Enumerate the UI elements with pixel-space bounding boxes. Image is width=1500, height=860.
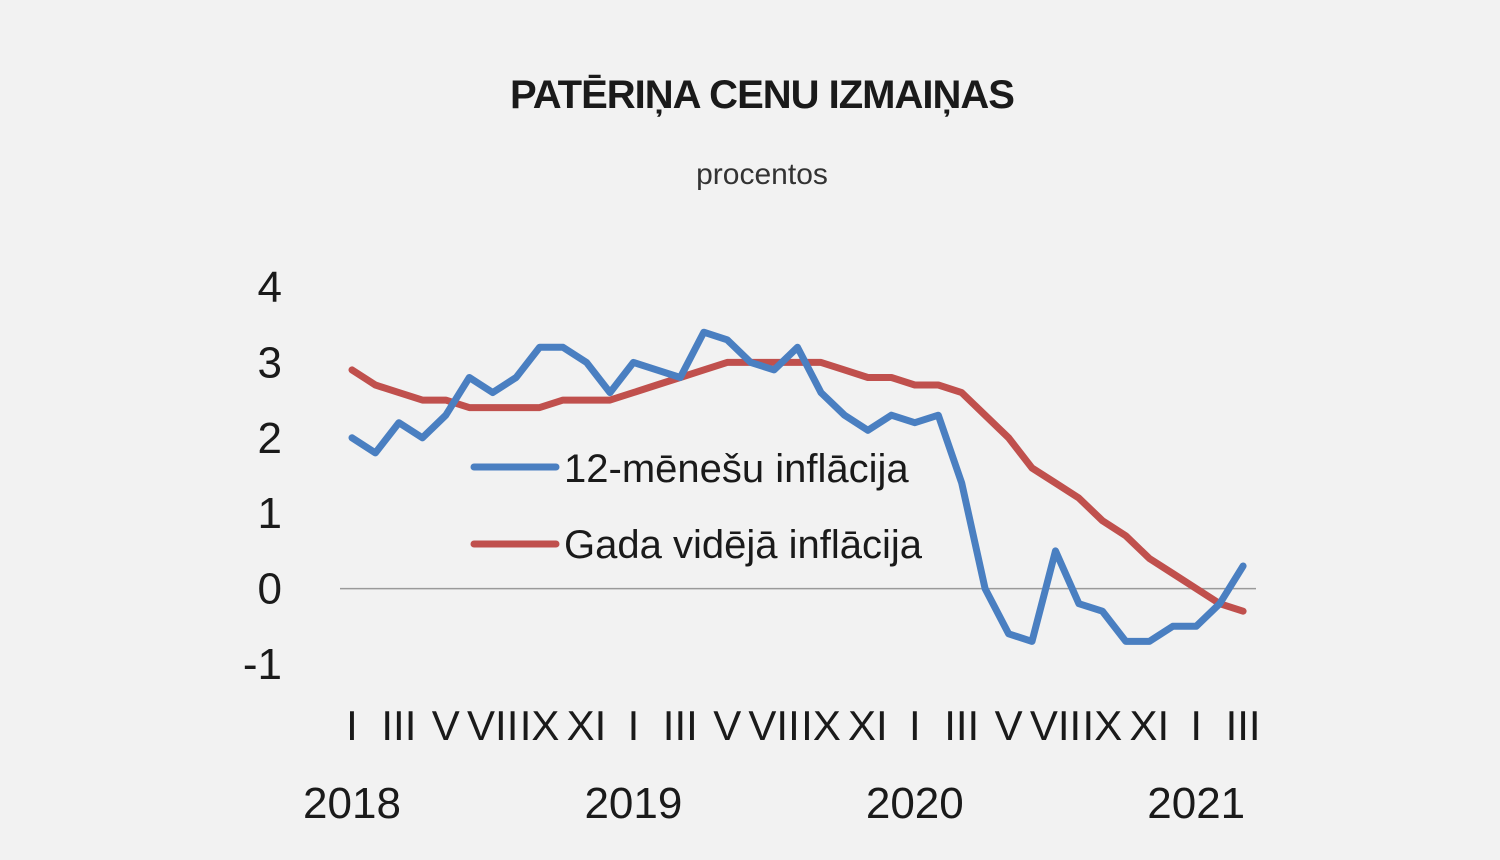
y-tick-label: 1 [258, 489, 282, 538]
chart-title: PATĒRIŅA CENU IZMAIŅAS [510, 73, 1014, 117]
year-labels: 2018 2019 2020 2021 [303, 779, 1245, 828]
y-tick-label: 0 [258, 565, 282, 614]
series-line-12-month [348, 328, 1247, 645]
y-tick-label: 2 [258, 414, 282, 463]
x-tick-label: III [1226, 702, 1261, 749]
year-label: 2021 [1147, 779, 1245, 828]
year-label: 2019 [584, 779, 682, 828]
y-axis: 4 3 2 1 0 -1 [243, 263, 282, 689]
x-tick-label: I [346, 702, 358, 749]
x-tick-label: I [909, 702, 921, 749]
x-tick-label: XI [848, 702, 888, 749]
y-tick-label: 4 [258, 263, 282, 312]
x-tick-label: IX [801, 702, 841, 749]
x-tick-label: IX [520, 702, 560, 749]
x-tick-label: VII [1030, 702, 1081, 749]
x-tick-label: XI [567, 702, 607, 749]
legend: 12-mēnešu inflācija Gada vidējā inflācij… [470, 447, 923, 567]
x-tick-label: V [713, 702, 741, 749]
x-tick-label: III [663, 702, 698, 749]
year-label: 2018 [303, 779, 401, 828]
x-tick-label: V [432, 702, 460, 749]
x-tick-label: I [1190, 702, 1202, 749]
legend-label-annual-average: Gada vidējā inflācija [564, 523, 923, 567]
x-tick-label: V [995, 702, 1023, 749]
y-tick-label: 3 [258, 338, 282, 387]
x-tick-label: III [381, 702, 416, 749]
x-tick-label: VII [748, 702, 799, 749]
y-tick-label: -1 [243, 640, 282, 689]
x-tick-label: I [628, 702, 640, 749]
x-tick-label: IX [1083, 702, 1123, 749]
x-tick-label: VII [467, 702, 518, 749]
legend-label-12-month: 12-mēnešu inflācija [564, 447, 909, 491]
x-axis: I III V VII IX XI I III V VII IX XI I III V VII IX XI I III [346, 702, 1260, 749]
x-tick-label: XI [1129, 702, 1169, 749]
chart-subtitle: procentos [696, 158, 828, 191]
series-line-annual-average [348, 358, 1247, 615]
x-tick-label: III [944, 702, 979, 749]
series-group [348, 328, 1247, 645]
year-label: 2020 [866, 779, 964, 828]
